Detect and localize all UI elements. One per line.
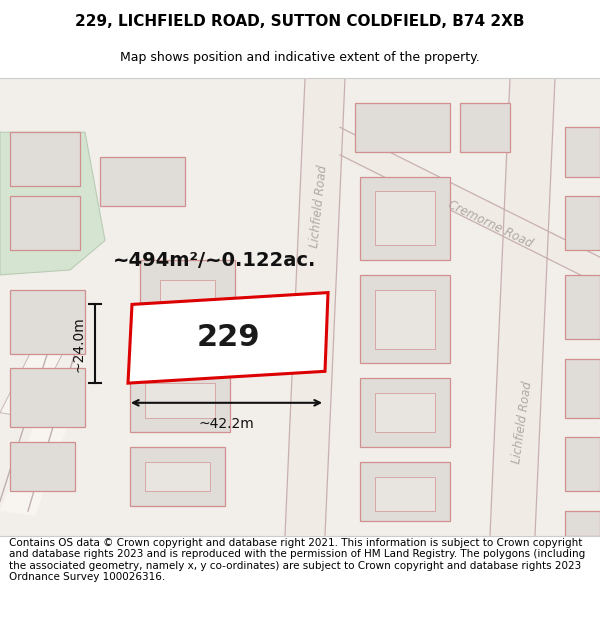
Polygon shape bbox=[360, 176, 450, 260]
Polygon shape bbox=[565, 127, 600, 176]
Polygon shape bbox=[460, 102, 510, 152]
Polygon shape bbox=[10, 132, 80, 186]
Polygon shape bbox=[360, 378, 450, 447]
Polygon shape bbox=[375, 393, 435, 432]
Polygon shape bbox=[160, 280, 215, 324]
Polygon shape bbox=[10, 442, 75, 491]
Text: Lichfield Road: Lichfield Road bbox=[510, 381, 534, 464]
Polygon shape bbox=[0, 132, 105, 275]
Text: ~494m²/~0.122ac.: ~494m²/~0.122ac. bbox=[113, 251, 317, 269]
Polygon shape bbox=[10, 368, 85, 428]
Text: Cremorne Road: Cremorne Road bbox=[446, 198, 535, 250]
Polygon shape bbox=[10, 289, 85, 354]
Polygon shape bbox=[565, 196, 600, 250]
Polygon shape bbox=[565, 359, 600, 418]
Polygon shape bbox=[128, 292, 328, 383]
Polygon shape bbox=[360, 462, 450, 521]
Polygon shape bbox=[285, 78, 345, 536]
Polygon shape bbox=[340, 127, 600, 285]
Polygon shape bbox=[0, 78, 600, 536]
Polygon shape bbox=[140, 260, 235, 344]
Polygon shape bbox=[145, 462, 210, 491]
Text: ~42.2m: ~42.2m bbox=[199, 417, 254, 431]
Text: 229: 229 bbox=[196, 323, 260, 352]
Polygon shape bbox=[375, 477, 435, 511]
Text: 229, LICHFIELD ROAD, SUTTON COLDFIELD, B74 2XB: 229, LICHFIELD ROAD, SUTTON COLDFIELD, B… bbox=[75, 14, 525, 29]
Text: Map shows position and indicative extent of the property.: Map shows position and indicative extent… bbox=[120, 51, 480, 64]
Text: ~24.0m: ~24.0m bbox=[71, 316, 85, 372]
Polygon shape bbox=[490, 78, 555, 536]
Text: Contains OS data © Crown copyright and database right 2021. This information is : Contains OS data © Crown copyright and d… bbox=[9, 538, 585, 582]
Text: Lichfield Road: Lichfield Road bbox=[308, 164, 330, 248]
Polygon shape bbox=[145, 383, 215, 418]
Polygon shape bbox=[565, 438, 600, 491]
Polygon shape bbox=[0, 373, 85, 516]
Polygon shape bbox=[130, 447, 225, 506]
Polygon shape bbox=[355, 102, 450, 152]
Polygon shape bbox=[10, 196, 80, 250]
Polygon shape bbox=[100, 157, 185, 206]
Polygon shape bbox=[565, 275, 600, 339]
Polygon shape bbox=[375, 289, 435, 349]
Polygon shape bbox=[375, 191, 435, 246]
Polygon shape bbox=[0, 334, 70, 418]
Polygon shape bbox=[360, 275, 450, 364]
Polygon shape bbox=[565, 511, 600, 536]
Polygon shape bbox=[130, 368, 230, 432]
